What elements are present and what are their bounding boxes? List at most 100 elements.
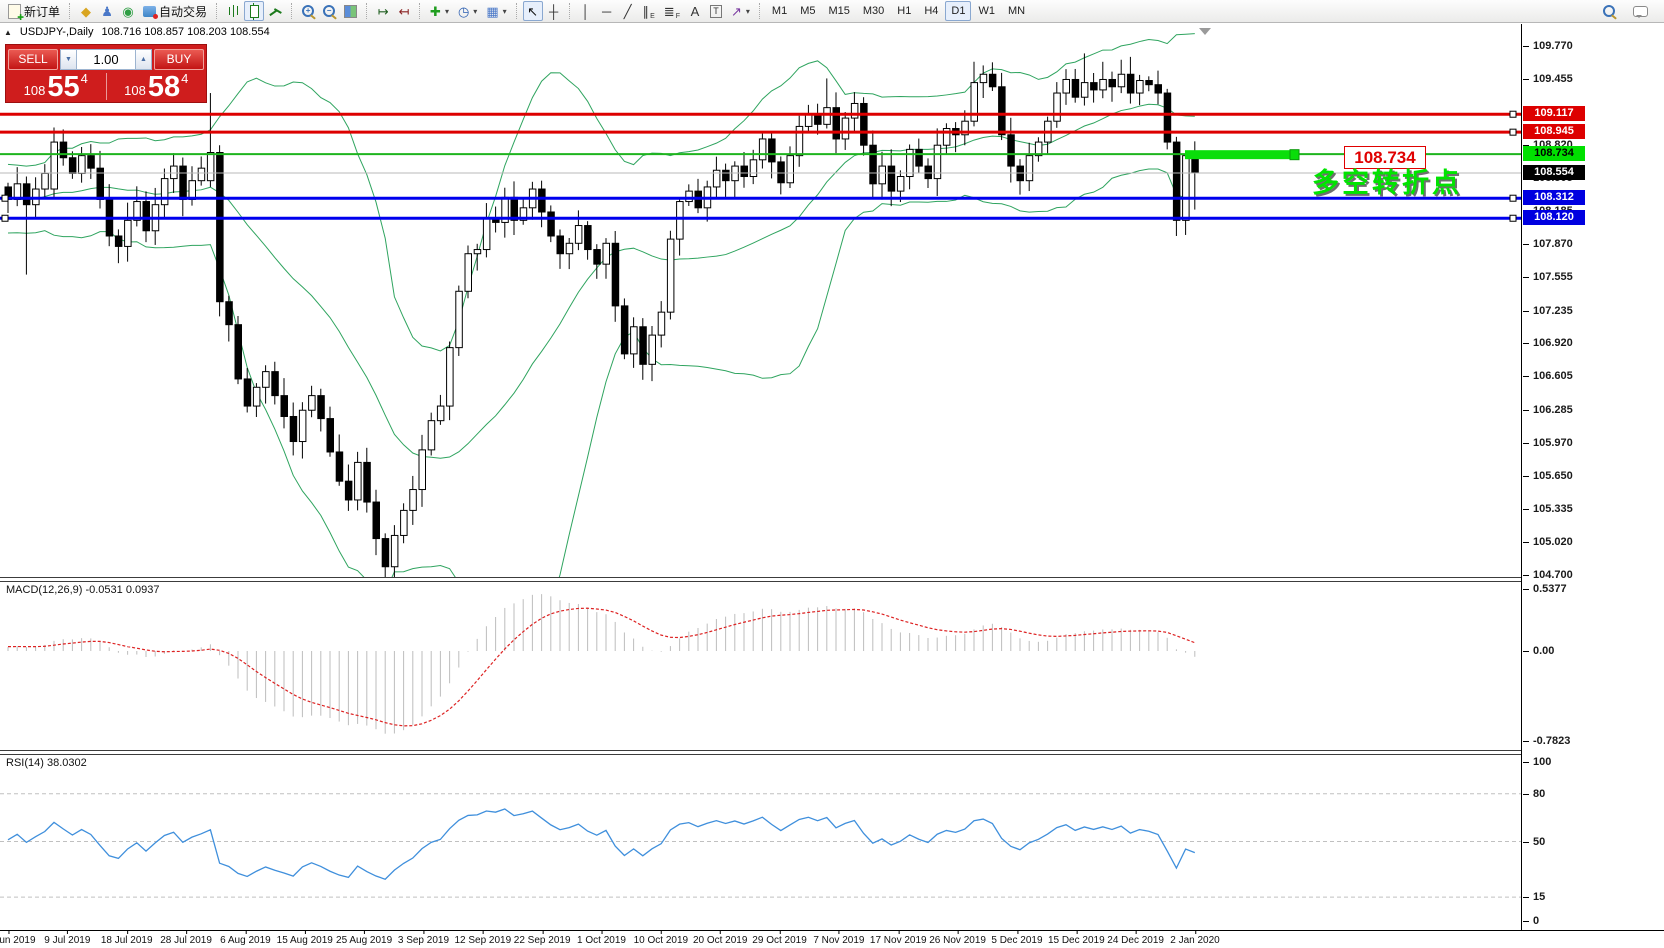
date-label: 22 Sep 2019	[513, 931, 571, 946]
auto-scroll-button[interactable]: ↦	[373, 1, 393, 21]
arrows-icon: ↗	[730, 3, 742, 19]
timeframe-m1-button[interactable]: M1	[766, 1, 793, 21]
line-chart-button[interactable]	[265, 1, 286, 21]
toolbar: 新订单◆♟◉自动交易+−↦↤✚▾◷▾▦▾↖┼│─╱∥E≣FAT↗▾M1M5M15…	[0, 0, 1664, 23]
price-line-label[interactable]: 108.312	[1523, 190, 1585, 206]
toolbar-separator	[291, 3, 293, 19]
price-axis[interactable]: 109.770109.455109.140108.820108.505108.1…	[1521, 24, 1664, 930]
volume-decrease-button[interactable]: ▼	[60, 48, 77, 70]
timeframe-m30-button[interactable]: M30	[857, 1, 890, 21]
templates-button[interactable]: ▦ ▾	[482, 1, 510, 21]
price-tick: 107.555	[1523, 271, 1573, 284]
trade-panel-prices: 108 55 4 108 58 4	[6, 71, 206, 102]
price-tick: 109.770	[1523, 40, 1573, 53]
timeframe-m5-button[interactable]: M5	[794, 1, 821, 21]
line-chart-icon	[269, 6, 282, 17]
price-line-label[interactable]: 108.945	[1523, 124, 1585, 140]
indicators-button[interactable]: ✚ ▾	[426, 1, 453, 21]
collapse-chart-icon[interactable]: ▲	[4, 27, 12, 37]
highlight-trendline[interactable]	[1185, 149, 1300, 161]
price-line-label[interactable]: 108.120	[1523, 210, 1585, 226]
dropdown-arrow-icon[interactable]: ▾	[444, 6, 449, 16]
rsi-label: RSI(14) 38.0302	[6, 757, 87, 769]
text-label-button[interactable]: T	[706, 1, 726, 21]
price-line-label[interactable]: 108.554	[1523, 164, 1585, 180]
text-label-icon: T	[710, 4, 722, 18]
toolbar-separator	[758, 3, 761, 19]
tile-windows-button[interactable]	[340, 1, 361, 21]
market-watch-button[interactable]: ◆	[76, 1, 96, 21]
fibonacci-button[interactable]: ≣ F	[660, 1, 684, 21]
market-watch-icon: ◆	[81, 3, 92, 19]
timeframe-h4-button[interactable]: H4	[918, 1, 944, 21]
timeframe-h1-button[interactable]: H1	[891, 1, 917, 21]
zoom-out-button[interactable]: −	[319, 1, 339, 21]
auto-trading-icon	[143, 5, 159, 19]
timeframe-m15-button[interactable]: M15	[822, 1, 855, 21]
price-tick: 105.335	[1523, 502, 1573, 515]
sell-price-prefix: 108	[23, 83, 46, 98]
date-label: 15 Aug 2019	[276, 931, 333, 946]
dropdown-arrow-icon[interactable]: ▾	[502, 6, 507, 16]
sell-price-button[interactable]: 108 55 4	[6, 71, 106, 102]
horizontal-line-button[interactable]: ─	[597, 1, 617, 21]
price-line-label[interactable]: 109.117	[1523, 106, 1585, 122]
price-annotation[interactable]: 108.734	[1344, 146, 1426, 169]
rsi-axis-tick: 0	[1522, 915, 1540, 927]
macd-signal-line	[7, 607, 1196, 727]
timeframe-d1-button[interactable]: D1	[945, 1, 972, 21]
horizontal-line-objects[interactable]	[0, 110, 1521, 222]
signals-button[interactable]: ◉	[118, 1, 138, 21]
date-label: 26 Nov 2019	[929, 931, 986, 946]
chart-shift-marker[interactable]	[1199, 28, 1211, 35]
price-tick: 107.870	[1523, 238, 1573, 251]
buy-button[interactable]: BUY	[154, 48, 204, 70]
panel-separator[interactable]	[0, 577, 1664, 582]
turning-point-annotation[interactable]: 多空转折点	[1312, 168, 1462, 198]
dropdown-arrow-icon[interactable]: ▾	[473, 6, 478, 16]
chart-symbol-period: USDJPY-,Daily	[19, 26, 94, 38]
panel-separator[interactable]	[0, 750, 1664, 755]
fibonacci-icon: ≣	[663, 3, 675, 19]
macd-panel[interactable]	[0, 581, 1521, 750]
candlestick-chart-button[interactable]	[244, 1, 265, 21]
magnifier-sign: −	[326, 6, 332, 15]
templates-icon: ▦	[486, 3, 499, 19]
buy-price-button[interactable]: 108 58 4	[107, 71, 207, 102]
main-chart[interactable]	[0, 24, 1521, 577]
volume-input[interactable]	[77, 48, 135, 70]
chart-shift-button[interactable]: ↤	[394, 1, 414, 21]
time-axis[interactable]: 30 Jun 2019 9 Jul 2019 18 Jul 2019 28 Jul 2…	[0, 930, 1664, 948]
auto-trading-button[interactable]: 自动交易	[139, 1, 211, 21]
sell-button[interactable]: SELL	[8, 48, 58, 70]
channel-button[interactable]: ∥ E	[639, 1, 659, 21]
sell-price-pips: 4	[80, 71, 88, 86]
chat-button[interactable]	[1629, 1, 1652, 21]
cursor-button[interactable]: ↖	[522, 1, 543, 21]
bar-chart-button[interactable]	[223, 1, 243, 21]
text-button[interactable]: A	[685, 1, 705, 21]
search-button[interactable]	[1599, 1, 1619, 21]
search-icon	[1603, 5, 1615, 17]
date-label: 28 Jul 2019	[160, 931, 212, 946]
date-label: 24 Dec 2019	[1107, 931, 1164, 946]
arrows-button[interactable]: ↗ ▾	[727, 1, 754, 21]
profile-button[interactable]: ♟	[97, 1, 117, 21]
price-tick: 105.020	[1523, 535, 1573, 548]
new-order-button[interactable]: 新订单	[4, 1, 64, 22]
price-tick: 106.285	[1523, 403, 1573, 416]
periods-button[interactable]: ◷ ▾	[454, 1, 481, 21]
price-line-label[interactable]: 108.734	[1523, 146, 1585, 162]
rsi-panel[interactable]	[0, 754, 1521, 930]
trend-line-icon: ╱	[623, 3, 632, 19]
dropdown-arrow-icon[interactable]: ▾	[745, 6, 750, 16]
zoom-in-button[interactable]: +	[298, 1, 318, 21]
timeframe-w1-button[interactable]: W1	[972, 1, 1001, 21]
timeframe-mn-button[interactable]: MN	[1002, 1, 1031, 21]
trend-line-button[interactable]: ╱	[618, 1, 638, 21]
vertical-line-button[interactable]: │	[576, 1, 596, 21]
macd-histogram	[7, 594, 1196, 734]
crosshair-button[interactable]: ┼	[544, 1, 564, 21]
volume-increase-button[interactable]: ▲	[135, 48, 152, 70]
date-label: 9 Jul 2019	[44, 931, 91, 946]
